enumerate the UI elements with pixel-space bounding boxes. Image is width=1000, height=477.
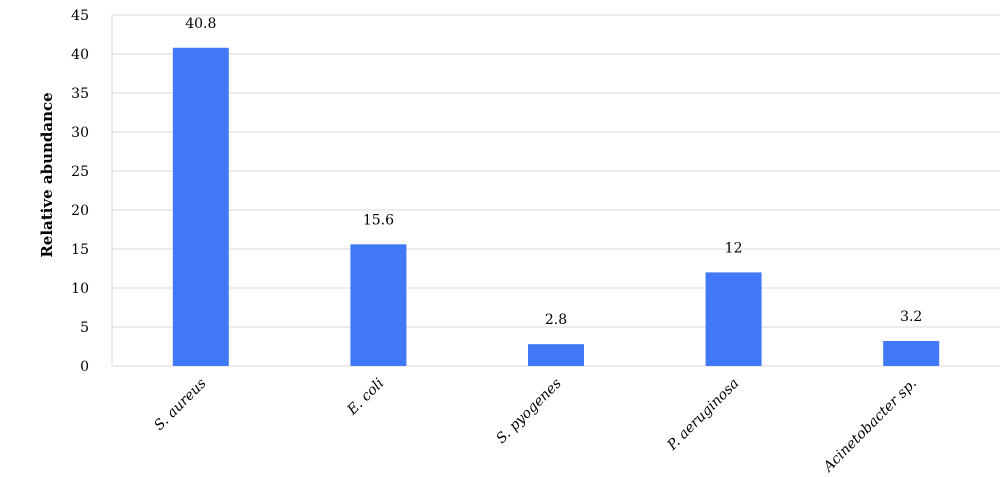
- y-tick-label: 5: [80, 320, 89, 336]
- bar: [528, 344, 584, 366]
- category-label: Acinetobacter sp.: [819, 376, 920, 477]
- category-label: P. aeruginosa: [664, 376, 743, 455]
- y-tick-label: 45: [71, 8, 89, 24]
- data-label: 15.6: [363, 212, 394, 228]
- data-labels: 40.8 15.6 2.8 12 3.2: [185, 16, 922, 328]
- y-tick-label: 0: [80, 359, 89, 375]
- bar: [705, 272, 762, 366]
- bar: [350, 244, 407, 366]
- x-axis-categories: S. aureus E. coli S. pyogenes P. aeruginosa…: [151, 376, 920, 477]
- y-tick-label: 15: [71, 242, 89, 258]
- y-axis-ticks: 0 5 10 15 20 25 30 35 40 45: [71, 8, 89, 375]
- y-tick-label: 40: [71, 47, 89, 63]
- bar: [883, 341, 940, 366]
- gridlines: [111, 14, 1000, 367]
- data-label: 2.8: [545, 312, 567, 328]
- category-label: E. coli: [344, 376, 387, 419]
- category-label: S. aureus: [151, 376, 209, 434]
- y-tick-label: 35: [71, 86, 89, 102]
- bar: [172, 47, 229, 366]
- bars: [172, 47, 940, 366]
- y-tick-label: 20: [71, 203, 89, 219]
- data-label: 12: [725, 240, 743, 256]
- category-label: S. pyogenes: [493, 376, 564, 447]
- data-label: 3.2: [900, 309, 922, 325]
- y-tick-label: 30: [71, 125, 89, 141]
- y-tick-label: 10: [71, 281, 89, 297]
- y-tick-label: 25: [71, 164, 89, 180]
- data-label: 40.8: [185, 16, 216, 32]
- y-axis-title: Relative abundance: [38, 92, 56, 257]
